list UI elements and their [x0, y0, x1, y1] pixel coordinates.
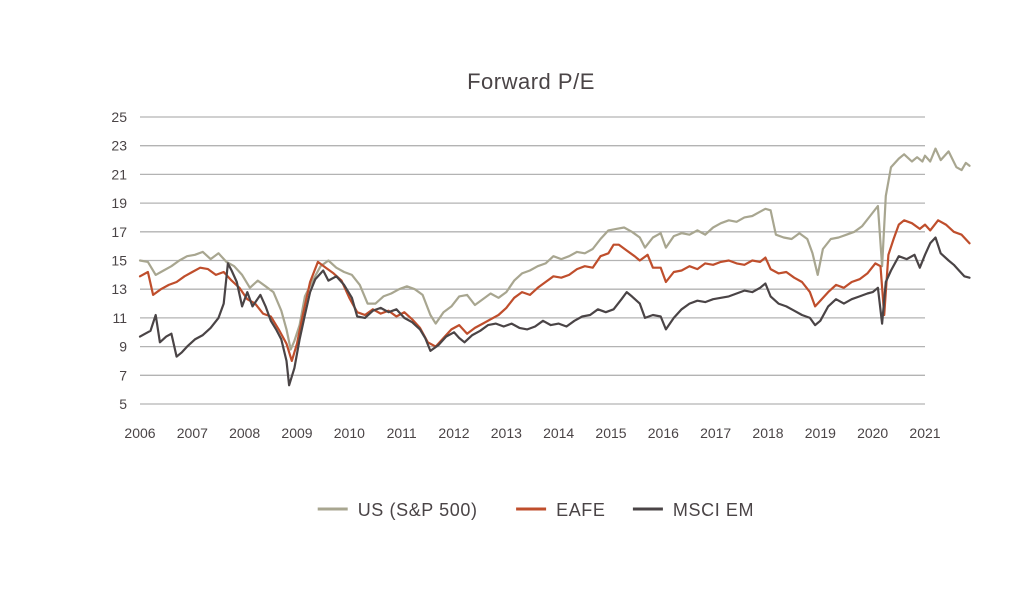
y-axis-ticks: 5 7 9 11 13 15 17 19 21 23 25 — [111, 109, 127, 412]
x-tick-label: 2020 — [857, 425, 888, 441]
x-axis-ticks: 2006 2007 2008 2009 2010 2011 2012 2013 2014 2015… — [124, 425, 940, 441]
x-tick-label: 2010 — [334, 425, 365, 441]
y-tick-label: 23 — [111, 138, 127, 154]
x-tick-label: 2008 — [229, 425, 260, 441]
x-tick-label: 2013 — [491, 425, 522, 441]
y-tick-label: 19 — [111, 195, 127, 211]
y-tick-label: 13 — [111, 281, 127, 297]
x-tick-label: 2017 — [700, 425, 731, 441]
x-tick-label: 2011 — [387, 425, 417, 441]
x-tick-label: 2006 — [124, 425, 155, 441]
x-tick-label: 2019 — [805, 425, 836, 441]
series-line-2 — [138, 219, 971, 362]
y-tick-label: 9 — [119, 339, 127, 355]
x-tick-label: 2016 — [648, 425, 679, 441]
legend: US (S&P 500) EAFE MSCI EM — [317, 500, 754, 520]
x-tick-label: 2018 — [752, 425, 783, 441]
series-line-1 — [138, 147, 971, 351]
chart-title: Forward P/E — [467, 69, 595, 94]
y-tick-label: 5 — [119, 396, 127, 412]
x-tick-label: 2021 — [909, 425, 940, 441]
x-tick-label: 2015 — [595, 425, 626, 441]
series-line-3 — [138, 236, 971, 387]
y-tick-label: 21 — [111, 166, 127, 182]
y-tick-label: 7 — [119, 367, 127, 383]
grid-layer — [140, 116, 925, 405]
x-tick-label: 2014 — [543, 425, 574, 441]
legend-label-3: MSCI EM — [673, 500, 754, 520]
x-tick-label: 2012 — [438, 425, 469, 441]
y-tick-label: 15 — [111, 253, 127, 269]
series-layer — [138, 147, 971, 387]
x-tick-label: 2009 — [281, 425, 312, 441]
y-tick-label: 17 — [111, 224, 127, 240]
legend-label-2: EAFE — [556, 500, 605, 520]
y-tick-label: 25 — [111, 109, 127, 125]
legend-label-1: US (S&P 500) — [358, 500, 478, 520]
x-tick-label: 2007 — [177, 425, 208, 441]
y-tick-label: 11 — [112, 310, 127, 326]
